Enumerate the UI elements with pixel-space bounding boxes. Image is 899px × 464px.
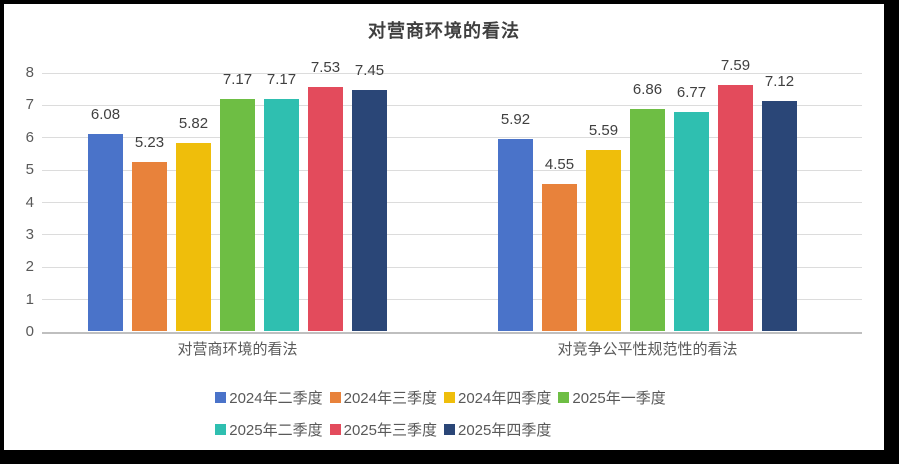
x-axis-category-label: 对营商环境的看法 — [177, 341, 298, 358]
bar-value-label: 7.17 — [222, 70, 253, 88]
bar-value-label: 7.17 — [266, 70, 297, 88]
bar: 6.77 — [674, 84, 709, 331]
bar: 6.86 — [630, 81, 665, 331]
bar: 7.17 — [220, 71, 255, 331]
chart-title: 对营商环境的看法 — [368, 21, 520, 41]
chart-canvas: 对营商环境的看法 0 1 2 3 4 5 6 7 8 6.08 5.23 5.82 7.17 7.17 7.… — [4, 4, 884, 450]
gridline — [42, 234, 862, 236]
bar-value-label: 5.23 — [134, 133, 165, 151]
gridline — [42, 137, 862, 139]
gridline — [42, 266, 862, 268]
legend-item: 2025年二季度 — [215, 419, 323, 440]
legend-item: 2024年四季度 — [444, 387, 551, 408]
bar-value-label: 7.12 — [764, 72, 795, 90]
bar: 7.53 — [308, 59, 343, 331]
bar: 5.23 — [132, 134, 167, 331]
legend-swatch-icon — [558, 392, 570, 403]
legend-item: 2025年一季度 — [558, 387, 666, 408]
legend-label: 2025年二季度 — [229, 422, 323, 439]
bar: 5.92 — [498, 111, 533, 331]
legend-swatch-icon — [444, 392, 455, 403]
gridline — [42, 299, 862, 301]
y-axis-tick-label: 0 — [25, 323, 34, 340]
gridline — [42, 169, 862, 171]
gridline — [42, 72, 862, 74]
legend-label: 2024年二季度 — [229, 390, 323, 407]
y-axis-tick-label: 5 — [25, 161, 34, 179]
bar: 5.82 — [176, 115, 211, 331]
legend-label: 2024年四季度 — [458, 390, 552, 407]
bar-value-label: 4.55 — [544, 155, 575, 173]
legend-item: 2024年三季度 — [329, 387, 437, 408]
bar: 7.59 — [718, 57, 753, 331]
bar-value-label: 7.45 — [354, 61, 385, 79]
legend-item: 2025年四季度 — [444, 419, 551, 440]
x-axis-category-label: 对竞争公平性规范性的看法 — [557, 341, 738, 358]
bar: 7.17 — [264, 71, 299, 331]
y-axis-tick-label: 6 — [25, 128, 34, 146]
bar-group: 5.92 4.55 5.59 6.86 6.77 7.59 7.12 — [498, 57, 797, 331]
y-axis-tick-label: 3 — [25, 225, 34, 243]
gridline — [42, 202, 862, 203]
bar-value-label: 7.53 — [310, 59, 341, 77]
bar-value-label: 6.86 — [632, 80, 663, 98]
legend-label: 2024年三季度 — [343, 390, 437, 407]
legend-item: 2025年三季度 — [329, 419, 437, 440]
bar: 5.59 — [586, 122, 621, 331]
legend-swatch-icon — [329, 424, 341, 435]
legend-label: 2025年一季度 — [572, 390, 666, 407]
y-axis-tick-label: 2 — [25, 258, 34, 276]
bar-value-label: 6.77 — [676, 83, 707, 101]
legend-swatch-icon — [444, 424, 455, 435]
legend-label: 2025年四季度 — [458, 422, 552, 439]
bar-value-label: 7.59 — [720, 57, 751, 75]
plot-area: 0 1 2 3 4 5 6 7 8 6.08 5.23 5.82 7.17 7.17 7.53 7.45 对营商… — [4, 4, 884, 450]
bar: 7.12 — [762, 73, 797, 331]
legend-row: 2024年二季度 2024年三季度 2024年四季度 2025年一季度 — [215, 387, 673, 408]
bar: 6.08 — [88, 106, 123, 331]
bar-value-label: 5.59 — [588, 122, 619, 140]
legend-label: 2025年三季度 — [343, 422, 437, 439]
y-axis-tick-label: 7 — [25, 96, 34, 114]
legend-row: 2025年二季度 2025年三季度 2025年四季度 — [215, 419, 673, 440]
y-axis-tick-label: 8 — [25, 64, 34, 81]
legend-swatch-icon — [215, 424, 227, 435]
legend-item: 2024年二季度 — [215, 387, 323, 408]
bar: 4.55 — [542, 156, 577, 331]
bar: 7.45 — [352, 62, 387, 331]
gridline — [42, 104, 862, 106]
bar-group: 6.08 5.23 5.82 7.17 7.17 7.53 7.45 — [88, 59, 387, 331]
legend-swatch-icon — [329, 392, 341, 403]
y-axis-tick-label: 1 — [25, 290, 34, 308]
bar-value-label: 5.92 — [500, 111, 531, 129]
y-axis-tick-label: 4 — [25, 193, 34, 211]
legend-inner: 2024年二季度 2024年三季度 2024年四季度 2025年一季度 2025年二季度… — [215, 387, 673, 440]
legend: 2024年二季度 2024年三季度 2024年四季度 2025年一季度 2025年二季度… — [4, 387, 884, 451]
bar-value-label: 6.08 — [90, 106, 121, 124]
bar-value-label: 5.82 — [178, 114, 209, 132]
x-axis-line — [42, 332, 862, 334]
legend-swatch-icon — [215, 392, 227, 403]
